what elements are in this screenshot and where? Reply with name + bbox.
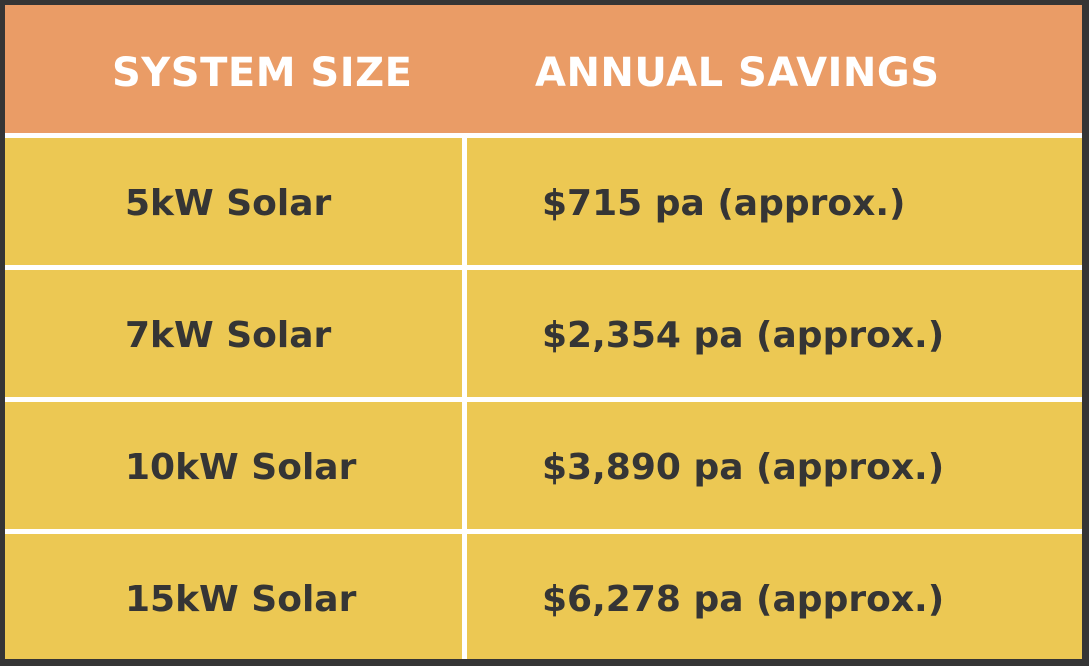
- system-size-cell: 15kW Solar: [5, 534, 462, 659]
- system-size-value: 7kW Solar: [125, 315, 332, 356]
- table-row: 7kW Solar $2,354 pa (approx.): [5, 270, 1082, 397]
- system-size-value: 15kW Solar: [125, 579, 357, 620]
- system-size-cell: 7kW Solar: [5, 270, 462, 397]
- table-row: 15kW Solar $6,278 pa (approx.): [5, 534, 1082, 659]
- annual-savings-cell: $3,890 pa (approx.): [467, 402, 1082, 529]
- system-size-value: 5kW Solar: [125, 183, 332, 224]
- annual-savings-value: $2,354 pa (approx.): [542, 315, 945, 356]
- annual-savings-value: $6,278 pa (approx.): [542, 579, 945, 620]
- annual-savings-cell: $715 pa (approx.): [467, 138, 1082, 265]
- savings-table: SYSTEM SIZE ANNUAL SAVINGS 5kW Solar $71…: [5, 5, 1082, 659]
- header-system-size: SYSTEM SIZE: [112, 50, 413, 96]
- annual-savings-cell: $6,278 pa (approx.): [467, 534, 1082, 659]
- header-annual-savings: ANNUAL SAVINGS: [535, 50, 940, 96]
- table-row: 10kW Solar $3,890 pa (approx.): [5, 402, 1082, 529]
- system-size-value: 10kW Solar: [125, 447, 357, 488]
- table-header: SYSTEM SIZE ANNUAL SAVINGS: [5, 5, 1082, 133]
- table-row: 5kW Solar $715 pa (approx.): [5, 138, 1082, 265]
- system-size-cell: 10kW Solar: [5, 402, 462, 529]
- system-size-cell: 5kW Solar: [5, 138, 462, 265]
- annual-savings-value: $3,890 pa (approx.): [542, 447, 945, 488]
- annual-savings-cell: $2,354 pa (approx.): [467, 270, 1082, 397]
- annual-savings-value: $715 pa (approx.): [542, 183, 906, 224]
